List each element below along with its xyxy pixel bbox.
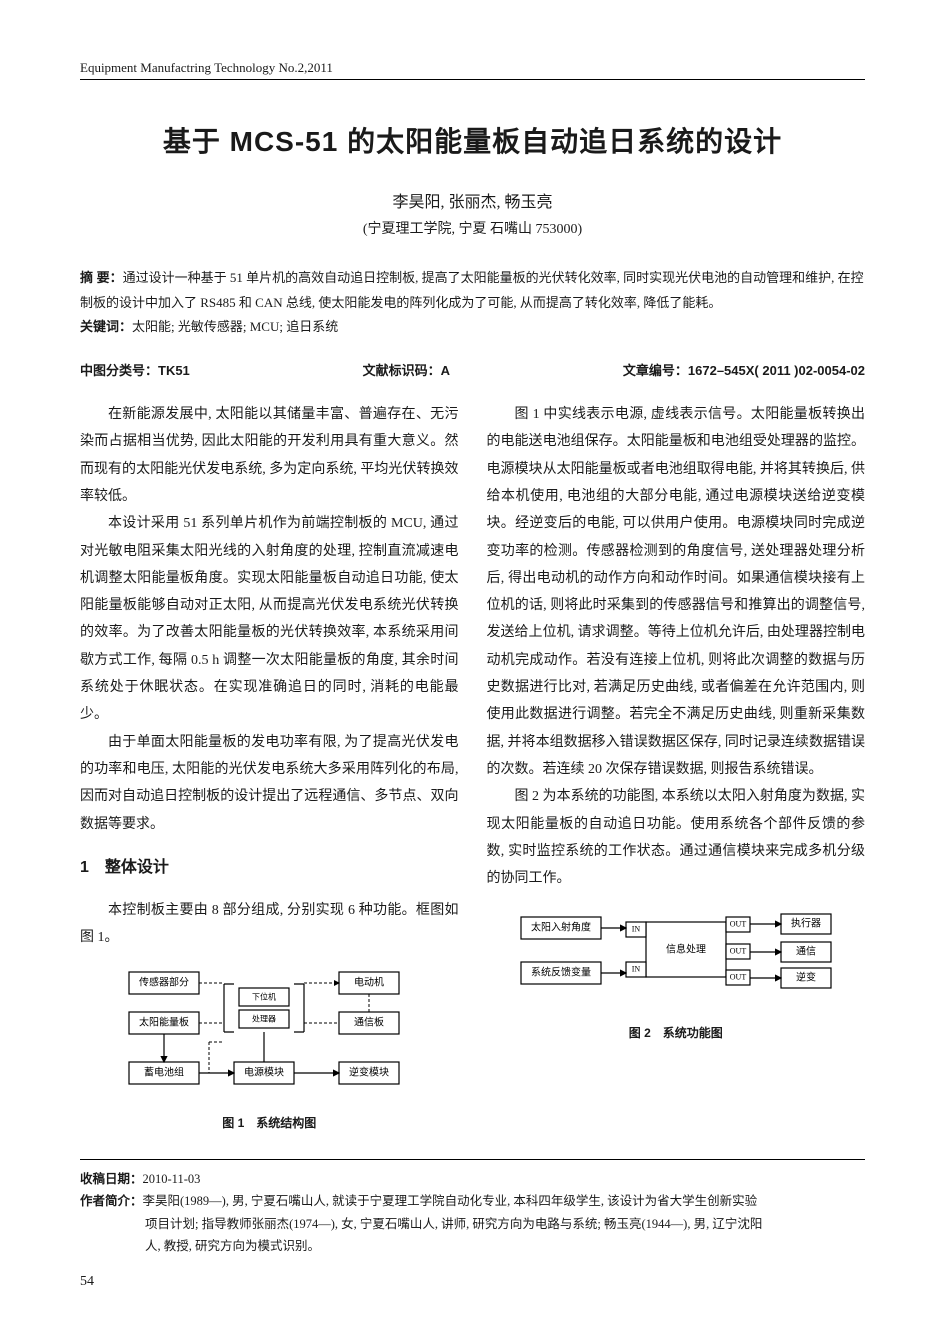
svg-text:下位机: 下位机 [252,991,276,1001]
figure-1-caption: 图 1 系统结构图 [80,1112,459,1135]
received-date-line: 收稿日期：2010-11-03 [80,1168,865,1191]
page-number: 54 [80,1274,865,1290]
article-title: 基于 MCS-51 的太阳能量板自动追日系统的设计 [80,120,865,160]
abstract-text: 通过设计一种基于 51 单片机的高效自动追日控制板, 提高了太阳能量板的光伏转化… [80,270,864,310]
svg-text:处理器: 处理器 [252,1013,276,1023]
affiliation-line: (宁夏理工学院, 宁夏 石嘴山 753000) [80,218,865,238]
author-bio-label: 作者简介： [80,1194,143,1208]
svg-text:通信: 通信 [796,946,816,958]
keywords-label: 关键词： [80,319,132,334]
received-date: 2010-11-03 [143,1172,201,1186]
svg-text:电源模块: 电源模块 [244,1065,284,1078]
footer-separator: 收稿日期：2010-11-03 作者简介：李昊阳(1989—), 男, 宁夏石嘴… [80,1159,865,1258]
body-p6: 图 2 为本系统的功能图, 本系统以太阳入射角度为数据, 实现太阳能量板的自动追… [487,783,866,892]
authors-line: 李昊阳, 张丽杰, 畅玉亮 [80,188,865,212]
svg-text:IN: IN [632,925,641,934]
author-bio-line-1: 作者简介：李昊阳(1989—), 男, 宁夏石嘴山人, 就读于宁夏理工学院自动化… [80,1190,865,1213]
author-bio-line-3: 人, 教授, 研究方向为模式识别。 [80,1235,865,1258]
author-bio-line-2: 项目计划; 指导教师张丽杰(1974—), 女, 宁夏石嘴山人, 讲师, 研究方… [80,1213,865,1236]
body-p4: 本控制板主要由 8 部分组成, 分别实现 6 种功能。框图如图 1。 [80,897,459,952]
svg-text:电动机: 电动机 [354,975,384,988]
svg-text:传感器部分: 传感器部分 [139,975,189,988]
svg-text:OUT: OUT [730,973,747,982]
abstract-label: 摘 要： [80,270,123,285]
figure-1: 传感器部分 电动机 下位机 处理器 太阳能量板 通信板 蓄电池组 电源模块 逆变… [80,962,459,1135]
body-columns: 在新能源发展中, 太阳能以其储量丰富、普遍存在、无污染而占据相当优势, 因此太阳… [80,401,865,1135]
svg-text:蓄电池组: 蓄电池组 [144,1065,184,1078]
figure-2-caption: 图 2 系统功能图 [487,1022,866,1045]
svg-text:执行器: 执行器 [791,917,821,930]
svg-text:太阳能量板: 太阳能量板 [139,1015,189,1028]
doc-code: 文献标识码：A [363,360,450,379]
svg-text:逆变模块: 逆变模块 [349,1065,389,1078]
received-label: 收稿日期： [80,1172,143,1186]
classification-no: 中图分类号：TK51 [80,360,190,379]
svg-text:系统反馈变量: 系统反馈变量 [531,966,591,979]
author-bio-1: 李昊阳(1989—), 男, 宁夏石嘴山人, 就读于宁夏理工学院自动化专业, 本… [143,1194,758,1208]
svg-text:太阳入射角度: 太阳入射角度 [531,921,591,934]
meta-row: 中图分类号：TK51 文献标识码：A 文章编号：1672–545X( 2011 … [80,360,865,379]
svg-text:OUT: OUT [730,947,747,956]
keywords-text: 太阳能; 光敏传感器; MCU; 追日系统 [132,319,338,334]
svg-text:通信板: 通信板 [354,1015,384,1028]
figure-2: 太阳入射角度 系统反馈变量 信息处理 IN IN OUT OUT OUT 执行器… [487,902,866,1045]
figure-1-svg: 传感器部分 电动机 下位机 处理器 太阳能量板 通信板 蓄电池组 电源模块 逆变… [109,962,429,1112]
body-p1: 在新能源发展中, 太阳能以其储量丰富、普遍存在、无污染而占据相当优势, 因此太阳… [80,401,459,510]
svg-text:IN: IN [632,965,641,974]
svg-text:信息处理: 信息处理 [666,943,706,956]
article-no: 文章编号：1672–545X( 2011 )02-0054-02 [623,360,865,379]
journal-header: Equipment Manufactring Technology No.2,2… [80,60,865,80]
abstract-block: 摘 要：通过设计一种基于 51 单片机的高效自动追日控制板, 提高了太阳能量板的… [80,266,865,340]
body-p3: 由于单面太阳能量板的发电功率有限, 为了提高光伏发电的功率和电压, 太阳能的光伏… [80,729,459,838]
svg-text:OUT: OUT [730,920,747,929]
body-p2: 本设计采用 51 系列单片机作为前端控制板的 MCU, 通过对光敏电阻采集太阳光… [80,510,459,728]
figure-2-svg: 太阳入射角度 系统反馈变量 信息处理 IN IN OUT OUT OUT 执行器… [511,902,841,1022]
svg-text:逆变: 逆变 [796,971,816,984]
body-p5: 图 1 中实线表示电源, 虚线表示信号。太阳能量板转换出的电能送电池组保存。太阳… [487,401,866,783]
section-1-heading: 1 整体设计 [80,852,459,883]
